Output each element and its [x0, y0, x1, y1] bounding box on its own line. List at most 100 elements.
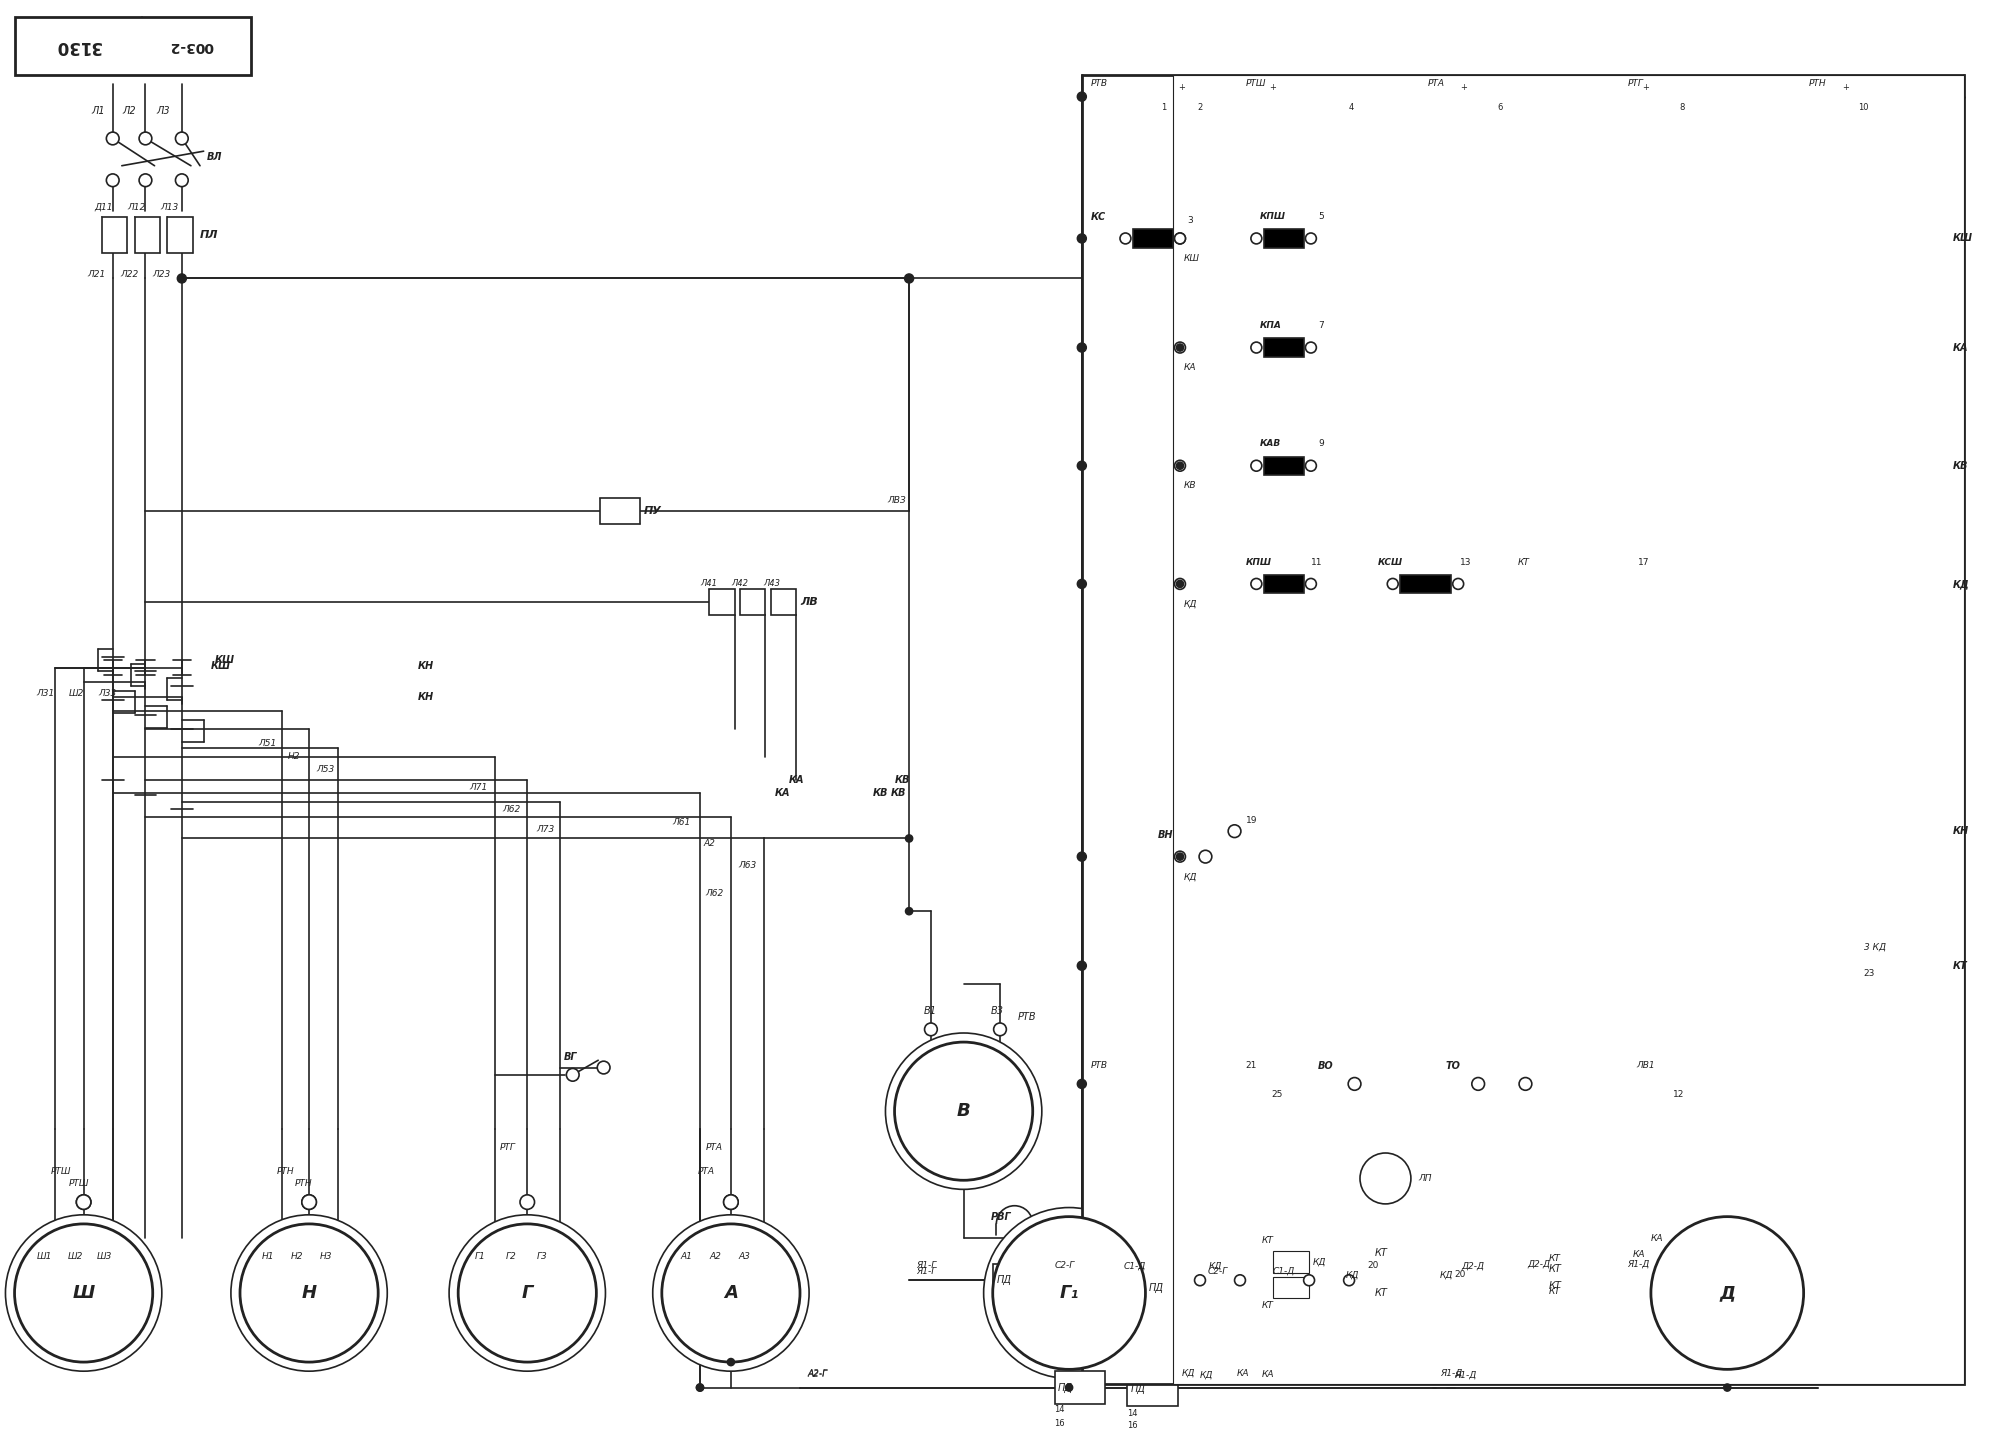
Circle shape	[76, 1194, 90, 1209]
Text: Д11: Д11	[94, 202, 114, 213]
Circle shape	[1078, 1079, 1086, 1089]
Text: ВЛ: ВЛ	[208, 152, 222, 162]
Circle shape	[1174, 852, 1186, 862]
Circle shape	[176, 174, 188, 187]
Text: 17: 17	[1638, 558, 1650, 567]
Text: 14: 14	[1054, 1406, 1066, 1414]
Text: КА: КА	[1650, 1233, 1664, 1244]
Text: ПД: ПД	[1150, 1283, 1164, 1293]
Text: Ш: Ш	[72, 1284, 94, 1301]
Text: А2: А2	[704, 840, 716, 849]
Text: РТШ: РТШ	[70, 1180, 90, 1189]
Text: 7: 7	[1318, 321, 1324, 330]
Bar	[710, 590, 734, 615]
Circle shape	[302, 1194, 316, 1209]
Text: Д2-Д: Д2-Д	[1462, 1261, 1484, 1270]
Circle shape	[1452, 578, 1464, 590]
Text: Г2: Г2	[506, 1252, 516, 1261]
Text: РТВ: РТВ	[1090, 80, 1108, 88]
Circle shape	[1250, 578, 1262, 590]
Text: В1: В1	[924, 1006, 936, 1017]
Bar	[1172, 75, 1964, 1384]
Bar	[740, 590, 766, 615]
Circle shape	[1174, 343, 1186, 353]
Text: Л22: Л22	[120, 270, 138, 279]
Text: Л1: Л1	[90, 106, 104, 116]
Text: 11: 11	[1310, 558, 1322, 567]
Text: 6: 6	[1498, 103, 1502, 111]
Text: КСШ: КСШ	[1378, 558, 1404, 567]
Text: 2: 2	[1198, 103, 1202, 111]
Text: ЛВ1: ЛВ1	[1636, 1061, 1654, 1070]
Bar	[600, 499, 640, 523]
Text: Л3: Л3	[156, 106, 170, 116]
Text: Л42: Л42	[730, 580, 748, 589]
Text: КТ: КТ	[1550, 1281, 1562, 1291]
Circle shape	[906, 908, 912, 915]
Text: 9: 9	[1318, 440, 1324, 448]
Circle shape	[1176, 853, 1184, 860]
Text: КД: КД	[1440, 1271, 1454, 1280]
Text: +: +	[1642, 82, 1648, 93]
Circle shape	[1360, 1152, 1410, 1205]
Text: 3: 3	[1188, 215, 1194, 224]
Circle shape	[994, 1022, 1006, 1035]
Text: РТН: РТН	[276, 1167, 294, 1176]
Text: Л2: Л2	[122, 106, 136, 116]
Text: 12: 12	[1672, 1090, 1684, 1099]
Text: Л12: Л12	[128, 202, 146, 213]
Circle shape	[450, 1215, 606, 1371]
Circle shape	[696, 1384, 704, 1391]
Circle shape	[904, 273, 914, 283]
Bar	[168, 217, 192, 253]
Text: Ш3: Ш3	[96, 1252, 112, 1261]
Circle shape	[76, 1194, 90, 1209]
Circle shape	[1078, 962, 1086, 970]
Circle shape	[1472, 1077, 1484, 1090]
Text: 4: 4	[1348, 103, 1354, 111]
Bar	[1272, 1251, 1310, 1272]
Bar	[1082, 75, 1964, 1384]
Text: Л23: Л23	[152, 270, 170, 279]
Circle shape	[1234, 1275, 1246, 1285]
Text: А2-Г: А2-Г	[808, 1368, 828, 1378]
Bar	[1054, 1371, 1106, 1404]
Text: Л53: Л53	[316, 765, 334, 774]
Text: 3 КД: 3 КД	[1864, 943, 1886, 951]
Text: Л62: Л62	[706, 888, 724, 898]
Text: Ш2: Ш2	[68, 1252, 82, 1261]
Text: В: В	[956, 1102, 970, 1121]
Text: РТГ: РТГ	[1628, 80, 1644, 88]
Text: Н2: Н2	[290, 1252, 304, 1261]
Text: Н3: Н3	[320, 1252, 332, 1261]
Text: КВ: КВ	[872, 788, 888, 798]
Text: КПШ: КПШ	[1260, 213, 1286, 221]
Circle shape	[652, 1215, 810, 1371]
Circle shape	[1306, 233, 1316, 244]
Circle shape	[140, 132, 152, 145]
Text: 20: 20	[1454, 1271, 1466, 1280]
Text: РТА: РТА	[698, 1167, 716, 1176]
Bar	[1264, 230, 1304, 247]
Text: 003-2: 003-2	[168, 39, 214, 52]
Text: 25: 25	[1270, 1090, 1282, 1099]
Text: А1: А1	[680, 1252, 692, 1261]
Circle shape	[458, 1223, 596, 1362]
Circle shape	[1174, 578, 1186, 590]
Text: +: +	[1842, 82, 1848, 93]
Circle shape	[1388, 578, 1398, 590]
Text: КТ: КТ	[1262, 1301, 1274, 1310]
Circle shape	[176, 132, 188, 145]
Text: КТ: КТ	[1262, 1236, 1274, 1245]
Circle shape	[1200, 850, 1212, 863]
Circle shape	[886, 1032, 1042, 1190]
Text: Л13: Л13	[160, 202, 178, 213]
Circle shape	[1176, 463, 1184, 470]
Text: ПД: ПД	[1130, 1384, 1146, 1394]
Circle shape	[1642, 1207, 1812, 1378]
Text: КТ: КТ	[1374, 1248, 1388, 1258]
Text: КВ: КВ	[894, 775, 910, 785]
Text: КА: КА	[1236, 1368, 1248, 1378]
Text: РТН: РТН	[1810, 80, 1826, 88]
Bar	[1272, 1277, 1310, 1299]
